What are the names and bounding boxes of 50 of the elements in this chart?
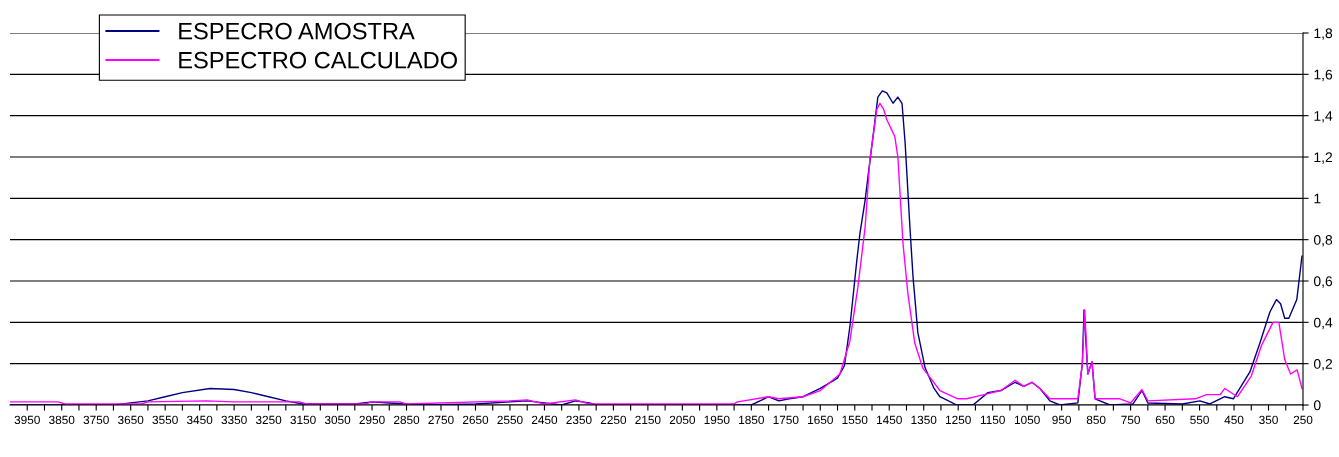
- x-tick-label: 2450: [531, 415, 558, 425]
- x-tick-label: 650: [1155, 415, 1175, 425]
- x-tick-label: 2750: [428, 415, 454, 425]
- y-tick-label: 0,6: [1313, 276, 1333, 288]
- x-tick-label: 550: [1190, 415, 1209, 425]
- x-tick-label: 2850: [393, 415, 420, 425]
- x-tick-label: 1350: [911, 415, 937, 425]
- x-tick-label: 3550: [152, 415, 178, 425]
- x-tick-label: 3450: [186, 415, 213, 425]
- x-tick-label: 1550: [842, 415, 868, 425]
- x-tick-label: 750: [1121, 415, 1140, 425]
- x-tick-label: 2650: [462, 415, 489, 425]
- y-tick-label: 0,8: [1313, 235, 1333, 247]
- x-tick-label: 2150: [635, 415, 661, 425]
- x-tick-label: 1450: [877, 415, 902, 425]
- y-tick-label: 0,4: [1313, 317, 1333, 330]
- x-tick-label: 3650: [118, 415, 144, 425]
- y-tick-label: 1,6: [1314, 69, 1333, 82]
- y-tick-label: 1,4: [1314, 111, 1333, 123]
- x-tick-label: 3850: [49, 415, 75, 425]
- x-tick-label: 1950: [704, 415, 730, 425]
- x-tick-label: 1650: [808, 415, 833, 425]
- x-tick-label: 850: [1086, 415, 1106, 425]
- y-tick-label: 0,2: [1313, 359, 1333, 371]
- x-tick-label: 1050: [1014, 415, 1040, 425]
- x-tick-label: 250: [1293, 415, 1313, 425]
- x-tick-label: 1750: [773, 415, 799, 425]
- x-tick-label: 2250: [600, 415, 627, 425]
- x-tick-label: 3350: [221, 415, 247, 425]
- x-tick-label: 2050: [669, 415, 696, 425]
- x-tick-label: 2950: [359, 415, 385, 425]
- legend-label: ESPECTRO CALCULADO: [179, 51, 457, 69]
- y-tick-label: 1: [1314, 193, 1321, 204]
- x-tick-label: 1850: [739, 415, 764, 425]
- y-tick-label: 1,2: [1314, 152, 1333, 164]
- x-tick-label: 1150: [980, 415, 1005, 425]
- x-tick-label: 3050: [324, 415, 351, 425]
- x-tick-label: 950: [1052, 415, 1072, 425]
- x-tick-label: 450: [1224, 415, 1244, 425]
- y-tick-label: 0: [1313, 400, 1321, 411]
- x-tick-label: 3950: [14, 415, 40, 425]
- x-tick-label: 3750: [83, 415, 109, 425]
- x-tick-label: 2550: [497, 415, 523, 425]
- legend-label: ESPECRO AMOSTRA: [179, 22, 415, 40]
- x-tick-label: 2350: [566, 415, 592, 425]
- x-tick-label: 3150: [290, 415, 316, 425]
- x-tick-label: 3250: [255, 415, 282, 425]
- y-tick-label: 1,8: [1314, 28, 1333, 40]
- x-tick-label: 1250: [945, 415, 971, 425]
- x-tick-label: 350: [1259, 415, 1278, 425]
